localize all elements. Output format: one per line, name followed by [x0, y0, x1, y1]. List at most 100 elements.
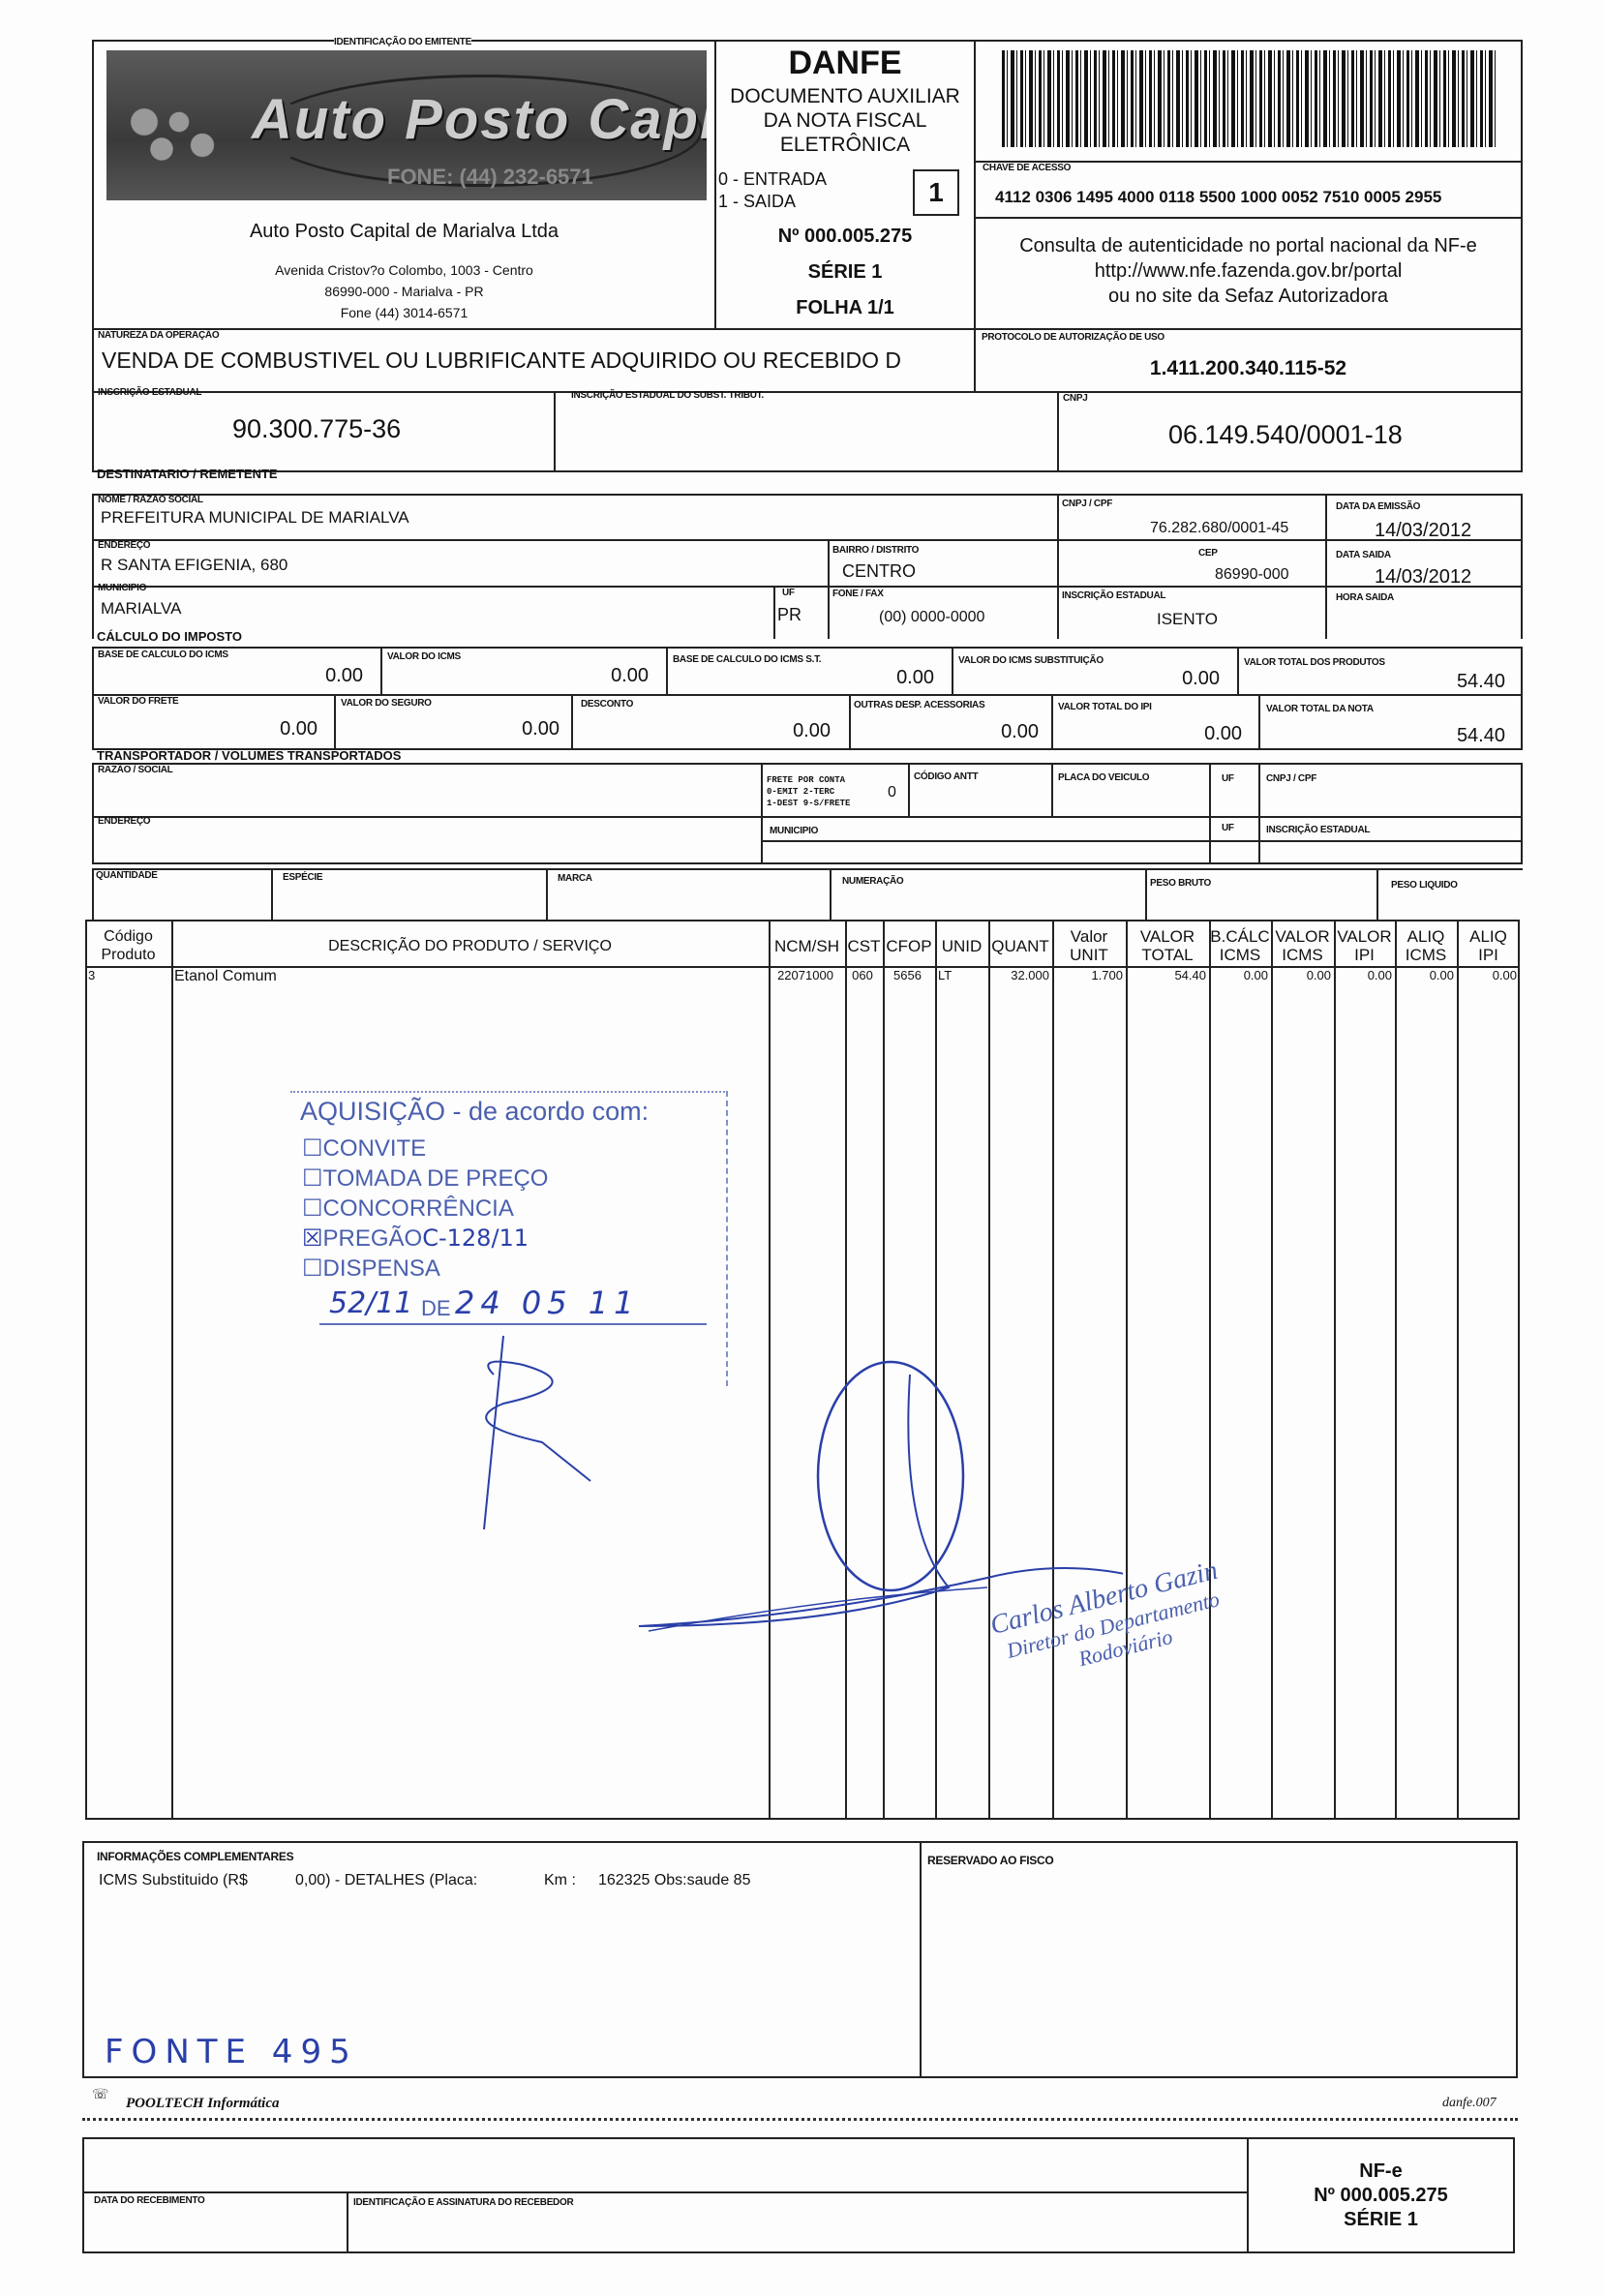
emitente-section-label: IDENTIFICAÇÃO DO EMITENTE [334, 37, 471, 47]
column-header: DESCRIÇÃO DO PRODUTO / SERVIÇO [171, 937, 769, 955]
hora-saida-label: HORA SAIDA [1336, 592, 1394, 603]
base-icms-st-label: BASE DE CALCULO DO ICMS S.T. [673, 654, 822, 665]
valor-icms-value: 0.00 [611, 665, 649, 686]
divider [92, 539, 1523, 541]
table-cell: 0.00 [1429, 968, 1454, 982]
municipio-label: MUNICIPIO [98, 583, 147, 593]
column-divider [1052, 920, 1054, 1818]
divider [761, 840, 1523, 842]
protocolo-value: 1.411.200.340.115-52 [1149, 357, 1347, 379]
seguro-value: 0.00 [522, 718, 560, 740]
frete-line3: 1-DEST 9-S/FRETE [767, 799, 851, 808]
peso-bruto-label: PESO BRUTO [1150, 878, 1211, 889]
column-header-line: UNIT [1070, 946, 1108, 964]
consulta-line3: ou no site da Sefaz Autorizadora [1107, 286, 1389, 307]
column-header: VALOR TOTAL [1126, 927, 1209, 964]
emitente-name: Auto Posto Capital de Marialva Ltda [249, 221, 560, 242]
column-header-line: IPI [1354, 946, 1375, 964]
transportador-section-label: TRANSPORTADOR / VOLUMES TRANSPORTADOS [97, 748, 402, 763]
entrada-label: 0 - ENTRADA [718, 169, 828, 189]
column-header: UNID [935, 937, 988, 955]
stamp-option-pregao: ☒PREGÃOC-128/11 [302, 1224, 529, 1253]
divider [334, 694, 336, 749]
emitente-address1: Avenida Cristov?o Colombo, 1003 - Centro [275, 262, 533, 278]
divider [85, 966, 1520, 968]
stamp-option-tomada: ☐TOMADA DE PREÇO [302, 1165, 549, 1192]
canhoto-numero: Nº 000.005.275 [1314, 2185, 1448, 2206]
nota-serie: SÉRIE 1 [807, 261, 883, 283]
column-header-line: VALOR [1275, 927, 1330, 946]
frete-por-conta-label: FRETE POR CONTA 0-EMIT 2-TERC 1-DEST 9-S… [767, 774, 850, 809]
table-cell: 060 [852, 968, 873, 982]
divider [974, 217, 1523, 219]
column-header: NCM/SH [769, 937, 845, 955]
divider [571, 694, 573, 749]
divider [920, 1841, 922, 2078]
column-header-line: IPI [1478, 946, 1498, 964]
nota-folha: FOLHA 1/1 [796, 297, 894, 318]
base-icms-label: BASE DE CALCULO DO ICMS [98, 650, 228, 660]
table-cell: 32.000 [1011, 968, 1049, 982]
column-header-line: DESCRIÇÃO DO PRODUTO / SERVIÇO [328, 938, 612, 954]
column-header: VALOR IPI [1334, 927, 1395, 964]
divider [82, 2191, 1247, 2193]
canhoto-box [82, 2137, 1515, 2253]
frete-value: 0 [888, 784, 896, 801]
fone: (00) 0000-0000 [879, 609, 985, 625]
column-divider [1271, 920, 1273, 1818]
column-header-line: ALIQ [1469, 927, 1507, 946]
fonte-handwritten: FONTE 495 [105, 2033, 358, 2071]
column-header-line: VALOR [1139, 927, 1195, 946]
base-icms-st-value: 0.00 [896, 667, 934, 688]
column-header: ALIQ ICMS [1395, 927, 1457, 964]
column-header: B.CÁLC ICMS [1209, 927, 1271, 964]
divider [773, 586, 775, 639]
canhoto-nfe: NF-e [1359, 2160, 1403, 2182]
table-cell: 22071000 [777, 968, 833, 982]
numeracao-label: NUMERAÇÃO [842, 876, 904, 887]
column-divider [1457, 920, 1459, 1818]
divider [1051, 694, 1053, 749]
total-nota-value: 54.40 [1456, 725, 1505, 746]
column-divider [769, 920, 771, 1818]
imposto-box [92, 647, 1523, 750]
software-credit: POOLTECH Informática [126, 2096, 280, 2111]
divider [92, 694, 1523, 696]
table-cell: 5656 [893, 968, 922, 982]
table-cell: LT [938, 968, 953, 982]
quantidade-label: QUANTIDADE [96, 870, 158, 881]
column-header-line: Valor [1070, 927, 1108, 946]
column-divider [883, 920, 885, 1818]
desconto-value: 0.00 [793, 720, 831, 741]
divider [1258, 694, 1260, 749]
fisco-label: RESERVADO AO FISCO [927, 1854, 1054, 1867]
danfe-title: DANFE [788, 45, 902, 81]
total-produtos-label: VALOR TOTAL DOS PRODUTOS [1244, 657, 1385, 668]
outras-desp-value: 0.00 [1001, 721, 1039, 742]
column-divider [1334, 920, 1336, 1818]
column-header-line: QUANT [991, 937, 1049, 955]
dest-nome: PREFEITURA MUNICIPAL DE MARIALVA [101, 508, 409, 527]
cep: 86990-000 [1215, 566, 1289, 583]
table-cell: 3 [88, 968, 96, 982]
base-icms-value: 0.00 [325, 665, 363, 686]
column-divider [1126, 920, 1128, 1818]
consulta-url[interactable]: http://www.nfe.fazenda.gov.br/portal [1094, 260, 1403, 282]
divider [554, 391, 556, 472]
table-cell: 54.40 [1174, 968, 1206, 982]
column-divider [1209, 920, 1211, 1818]
cnpj-label: CNPJ [1063, 393, 1088, 404]
column-divider [1395, 920, 1397, 1818]
bairro-label: BAIRRO / DISTRITO [832, 545, 920, 556]
column-header-line: NCM/SH [773, 937, 840, 955]
chave-value: 4112 0306 1495 4000 0118 5500 1000 0052 … [995, 188, 1442, 206]
assinatura-recebedor-label[interactable]: IDENTIFICAÇÃO E ASSINATURA DO RECEBEDOR [353, 2197, 574, 2208]
stamp-date-prefix: 52/11 [329, 1286, 413, 1320]
divider [1258, 763, 1260, 864]
natureza-value: VENDA DE COMBUSTIVEL OU LUBRIFICANTE ADQ… [102, 347, 902, 373]
especie-label: ESPÉCIE [283, 872, 323, 883]
uf: PR [777, 605, 802, 624]
imposto-section-label: CÁLCULO DO IMPOSTO [97, 629, 242, 644]
nota-numero: Nº 000.005.275 [777, 226, 913, 247]
transp-endereco-label: ENDEREÇO [98, 816, 151, 827]
